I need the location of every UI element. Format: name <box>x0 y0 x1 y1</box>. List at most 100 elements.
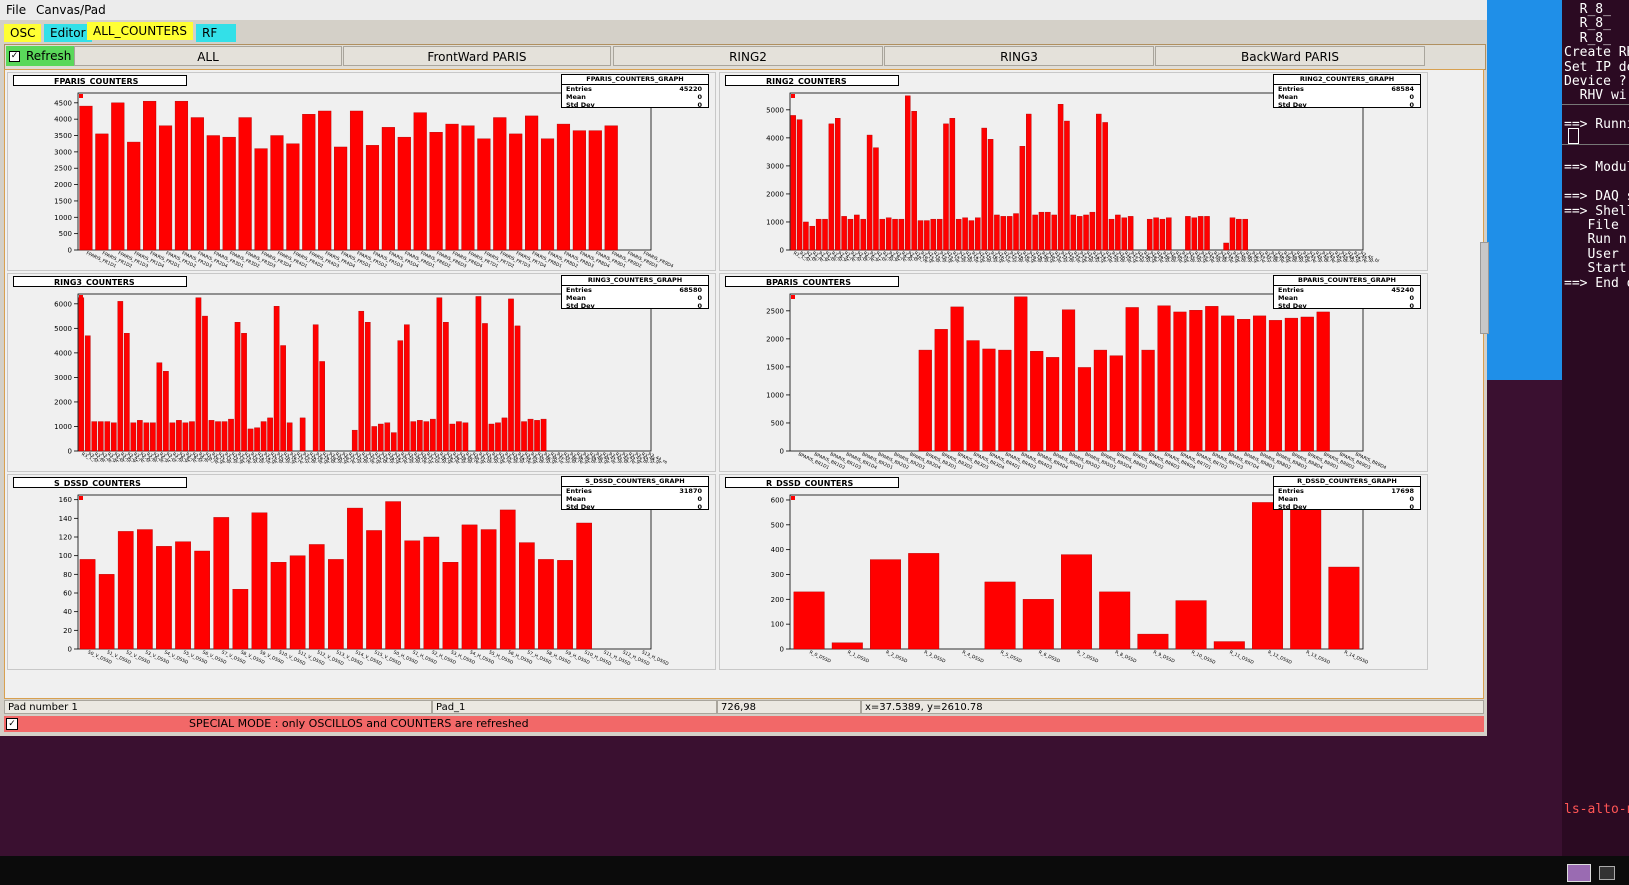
histogram-bar <box>202 315 208 452</box>
histogram-bar <box>449 423 456 452</box>
histogram-bar <box>234 322 241 452</box>
stats-box[interactable]: S_DSSD_COUNTERS_GRAPH Entries 31870 Mean 0 St… <box>561 476 709 511</box>
pad-bparis-counters[interactable]: BPARIS_COUNTERS 0 500 1000 1500 2000 2500 BPARI… <box>719 273 1428 472</box>
histogram-bar <box>381 127 395 251</box>
pad-s-dssd-counters[interactable]: S_DSSD_COUNTERS 0 20 40 60 80 100 120 140 160 S0_V… <box>7 474 716 670</box>
stats-box[interactable]: FPARIS_COUNTERS_GRAPH Entries 45220 Mean 0 St… <box>561 74 709 109</box>
histogram-bar <box>328 559 344 650</box>
stats-entries-row: Entries 45220 <box>566 85 702 93</box>
histogram-bar <box>384 422 391 452</box>
scrollbar[interactable] <box>1480 242 1489 334</box>
canvas[interactable]: FPARIS_COUNTERS 0 500 1000 1500 2000 2500 3000 3… <box>4 69 1484 699</box>
stats-box[interactable]: BPARIS_COUNTERS_GRAPH Entries 45240 Mean 0 St… <box>1273 275 1421 310</box>
terminal-app-icon[interactable] <box>1567 864 1591 882</box>
pad-fparis-counters[interactable]: FPARIS_COUNTERS 0 500 1000 1500 2000 2500 3000 3… <box>7 72 716 271</box>
special-mode-checkbox[interactable]: ✓ <box>6 718 18 730</box>
histogram-bar <box>480 529 497 650</box>
histogram-bar <box>1127 216 1134 251</box>
histogram-bar <box>1185 216 1191 251</box>
histogram-bar <box>828 123 835 251</box>
histogram-bar <box>286 143 300 251</box>
histogram-bar <box>404 540 421 650</box>
tab-osc[interactable]: OSC <box>4 24 42 42</box>
histogram-bar <box>835 118 841 251</box>
histogram-bar <box>366 530 382 650</box>
histogram-bar <box>169 422 176 452</box>
background-window[interactable] <box>1487 0 1564 380</box>
histogram-bar <box>130 422 137 452</box>
stats-std: 0 <box>697 302 702 310</box>
nav-ring2-button[interactable]: RING2 <box>613 46 883 66</box>
histogram-bar <box>213 517 230 650</box>
pad-ring2-counters[interactable]: RING2_COUNTERS 0 1000 2000 3000 4000 5000 R2_1_… <box>719 72 1428 271</box>
histogram-bar <box>312 324 319 452</box>
histogram-bar <box>462 422 469 452</box>
stats-entries: 68584 <box>1391 85 1414 93</box>
histogram-plot: 0 100 200 300 400 500 600 R_0_DSSD R_1_DSSD R_2_D… <box>771 494 1370 666</box>
y-tick-label: 3000 <box>54 374 72 382</box>
tab-all-counters[interactable]: ALL_COUNTERS <box>87 22 194 40</box>
stats-title: S_DSSD_COUNTERS_GRAPH <box>562 477 708 487</box>
histogram-bar <box>508 298 514 452</box>
nav-ring3-button[interactable]: RING3 <box>884 46 1154 66</box>
nav-backward-paris-button[interactable]: BackWard PARIS <box>1155 46 1425 66</box>
histogram-bar <box>436 297 443 452</box>
histogram-bar <box>445 123 459 251</box>
x-tick-label: R_0_DSSD <box>808 649 832 664</box>
stats-box[interactable]: R_DSSD_COUNTERS_GRAPH Entries 17698 Mean 0 St… <box>1273 476 1421 511</box>
histogram-bar <box>174 100 189 251</box>
menu-file[interactable]: File <box>6 3 27 17</box>
histogram-bar <box>95 133 109 251</box>
histogram-bar <box>371 426 378 452</box>
histogram-bar <box>936 218 943 251</box>
histogram-bar <box>1237 319 1251 452</box>
histogram-bar <box>461 125 475 251</box>
pad-r-dssd-counters[interactable]: R_DSSD_COUNTERS 0 100 200 300 400 500 600 R_0_DS… <box>719 474 1428 670</box>
histogram-bar <box>847 218 854 251</box>
pad-ring3-counters[interactable]: RING3_COUNTERS 0 1000 2000 3000 4000 5000 6000 R… <box>7 273 716 472</box>
histogram-bar <box>1089 211 1096 251</box>
histogram-bar <box>1229 217 1236 251</box>
stats-std: 0 <box>1409 302 1414 310</box>
desktop-background <box>0 736 1562 856</box>
y-tick-label: 40 <box>63 608 72 616</box>
menu-canvas-pad[interactable]: Canvas/Pad <box>36 3 106 17</box>
status-pixel: 726,98 <box>717 700 861 714</box>
check-icon: ✓ <box>9 51 20 62</box>
y-tick-label: 0 <box>780 646 784 654</box>
histogram-bar <box>158 125 173 251</box>
stats-box[interactable]: RING3_COUNTERS_GRAPH Entries 68580 Mean 0 Std… <box>561 275 709 310</box>
terminal-line: Start <box>1564 261 1627 277</box>
stats-box[interactable]: RING2_COUNTERS_GRAPH Entries 68584 Mean 0 Std… <box>1273 74 1421 109</box>
x-tick-label: R_5_DSSD <box>999 649 1023 664</box>
terminal-window[interactable]: R_8_ R_8_ R_8_ Create RH Set IP de Device ?… <box>1562 0 1629 856</box>
histogram-bar <box>377 423 384 452</box>
histogram-bar <box>519 542 535 650</box>
histogram-bar <box>1109 355 1123 452</box>
y-tick-label: 5000 <box>766 106 784 114</box>
histogram-plot: 050010001500200025003000350040004500FPAR… <box>54 92 674 270</box>
y-tick-label: 1500 <box>54 197 72 205</box>
nav-frontward-paris-button[interactable]: FrontWard PARIS <box>343 46 611 66</box>
y-tick-label: 2000 <box>766 335 784 343</box>
histogram-bar <box>588 130 602 251</box>
histogram-bar <box>556 123 571 251</box>
tab-editor[interactable]: Editor <box>44 24 92 42</box>
histogram-bar <box>1157 305 1171 452</box>
refresh-checkbox[interactable]: ✓ Refresh <box>6 46 74 66</box>
histogram-bar <box>994 214 1000 251</box>
tab-rf[interactable]: RF <box>196 24 236 42</box>
stats-mean: 0 <box>1409 294 1414 302</box>
histogram-bar <box>892 218 898 251</box>
nav-all-button[interactable]: ALL <box>74 46 342 66</box>
y-tick-label: 0 <box>68 448 72 456</box>
histogram-bar <box>966 340 980 452</box>
window-app-icon[interactable] <box>1599 866 1615 880</box>
histogram-bar <box>873 147 879 251</box>
y-tick-label: 140 <box>59 515 72 523</box>
stats-entries-row: Entries 68580 <box>566 286 702 294</box>
histogram-bar <box>111 102 125 251</box>
histogram-bar <box>1290 504 1322 650</box>
histogram-bar <box>260 421 267 452</box>
histogram-bar <box>117 531 134 650</box>
